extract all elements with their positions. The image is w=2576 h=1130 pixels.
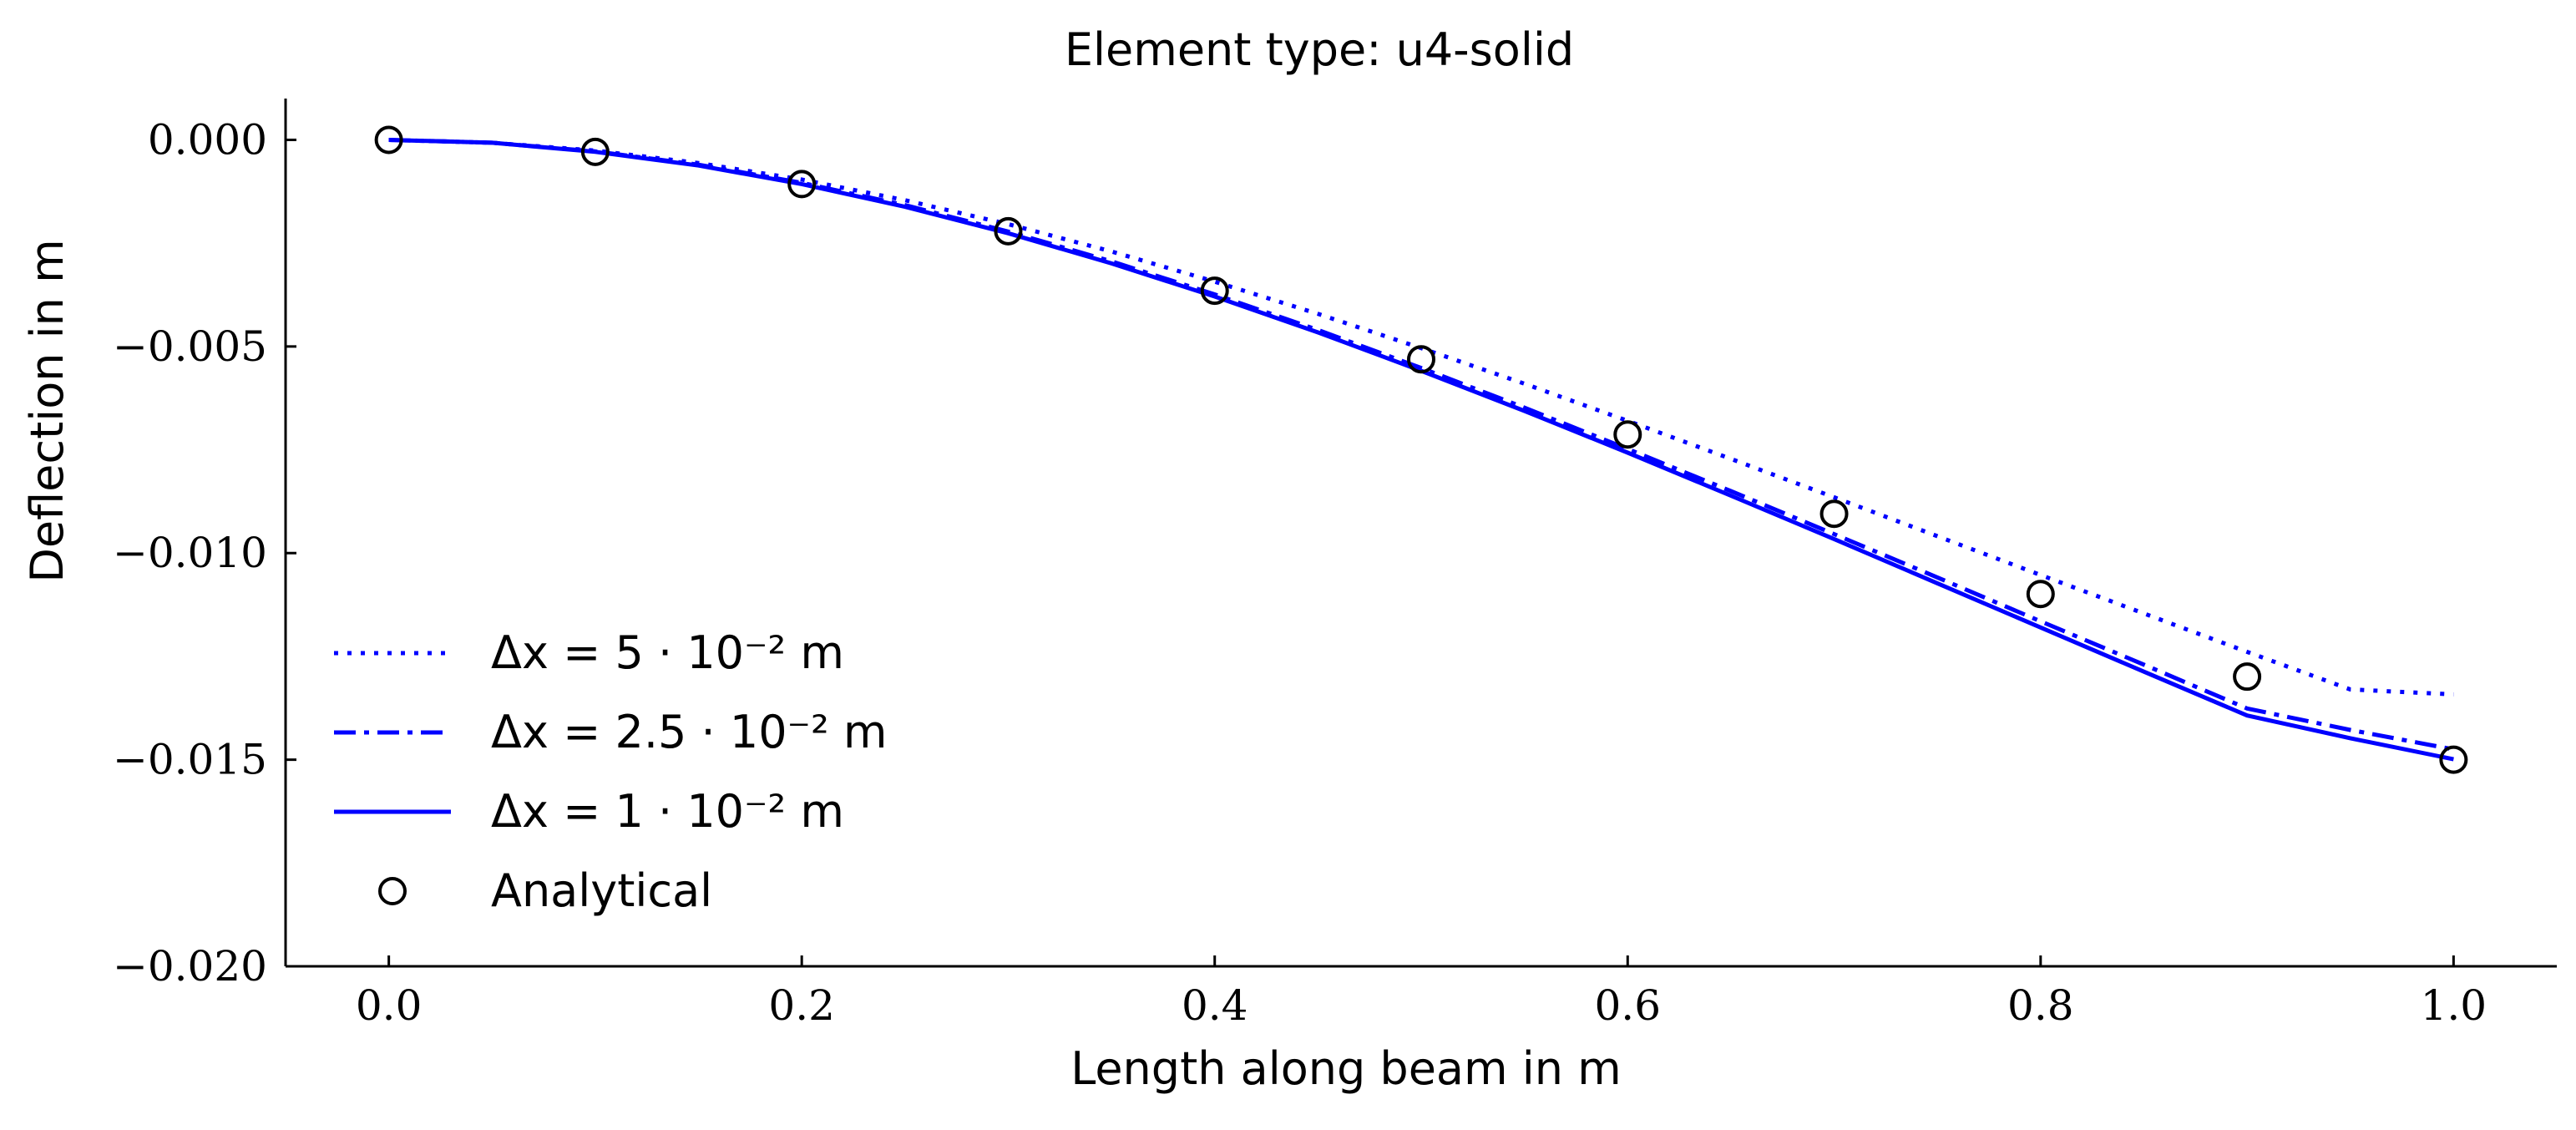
- x-tick-label: 0.4: [1182, 981, 1248, 1030]
- chart-title: Element type: u4-solid: [1065, 23, 1574, 76]
- analytical-point: [580, 137, 610, 166]
- x-tick-label: 0.6: [1595, 981, 1662, 1030]
- analytical-point: [374, 125, 403, 155]
- y-axis: 0.000 −0.005 −0.010 −0.015 −0.020: [113, 99, 296, 991]
- x-tick-label: 0.2: [768, 981, 835, 1030]
- legend-label: Analytical: [491, 864, 712, 917]
- legend-label: Δx = 5 · 10⁻² m: [491, 626, 844, 679]
- y-tick-label: −0.005: [113, 322, 267, 371]
- x-axis-label: Length along beam in m: [1070, 1042, 1622, 1095]
- x-tick-label: 0.0: [356, 981, 423, 1030]
- y-tick-label: −0.010: [113, 529, 267, 577]
- x-axis: 0.0 0.2 0.4 0.6 0.8 1.0: [286, 955, 2557, 1030]
- analytical-point: [1613, 420, 1642, 449]
- y-tick-label: −0.020: [113, 942, 267, 991]
- analytical-point: [787, 170, 817, 199]
- analytical-point: [1819, 499, 1849, 529]
- analytical-point: [2233, 662, 2262, 692]
- legend: Δx = 5 · 10⁻² m Δx = 2.5 · 10⁻² m Δx = 1 ·…: [334, 626, 887, 917]
- analytical-point: [2026, 580, 2055, 609]
- analytical-point: [1407, 345, 1435, 374]
- series-line-dashdot: [388, 138, 2454, 752]
- x-tick-label: 0.8: [2007, 981, 2074, 1030]
- analytical-point: [994, 216, 1023, 246]
- legend-label: Δx = 2.5 · 10⁻² m: [491, 706, 887, 758]
- analytical-point: [1200, 276, 1229, 306]
- y-tick-label: −0.015: [113, 736, 267, 784]
- x-tick-label: 1.0: [2421, 981, 2487, 1030]
- analytical-point: [2439, 745, 2468, 774]
- legend-marker: [378, 877, 407, 905]
- legend-label: Δx = 1 · 10⁻² m: [491, 785, 844, 838]
- y-tick-label: 0.000: [148, 115, 267, 164]
- y-axis-label: Deflection in m: [21, 239, 73, 582]
- plot-area: [374, 125, 2468, 774]
